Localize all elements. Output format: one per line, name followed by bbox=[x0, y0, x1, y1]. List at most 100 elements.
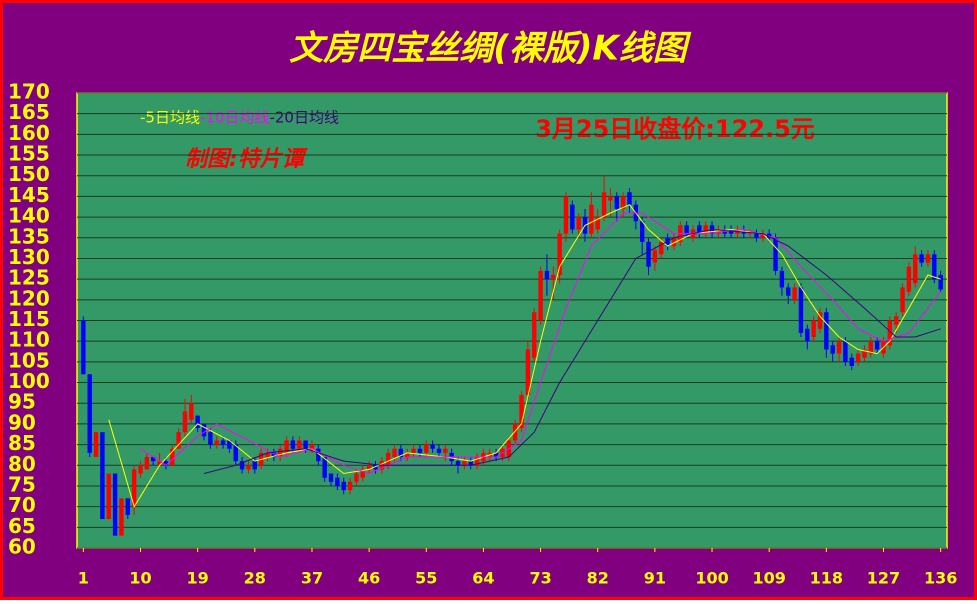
candle-body bbox=[290, 440, 296, 449]
candle-body bbox=[417, 448, 423, 453]
candle-body bbox=[773, 237, 778, 271]
x-tick-label: 46 bbox=[358, 569, 380, 588]
candle-body bbox=[151, 457, 156, 462]
candle-body bbox=[335, 477, 340, 486]
candle-body bbox=[665, 237, 670, 247]
candle-body bbox=[932, 254, 937, 280]
candle-body bbox=[589, 204, 594, 234]
candle-body bbox=[239, 461, 245, 470]
candle-body bbox=[538, 270, 543, 321]
candle-body bbox=[919, 254, 924, 263]
candle-body bbox=[424, 444, 429, 453]
y-tick-label: 65 bbox=[8, 514, 36, 538]
annotation: 3月25日收盘价:122.5元 bbox=[535, 115, 815, 143]
candle-body bbox=[614, 196, 619, 209]
candle-body bbox=[843, 341, 848, 362]
candle-body bbox=[697, 225, 702, 234]
candle-body bbox=[252, 461, 258, 470]
candle-body bbox=[347, 481, 353, 491]
candle-body bbox=[716, 229, 721, 234]
legend-entry: -10日均线 bbox=[200, 109, 270, 127]
candle-body bbox=[703, 225, 708, 234]
candle-body bbox=[474, 457, 480, 466]
x-tick-label: 118 bbox=[810, 569, 843, 588]
x-tick-label: 91 bbox=[644, 569, 666, 588]
candle-body bbox=[893, 316, 899, 325]
candle-body bbox=[405, 452, 410, 457]
chart-title: 文房四宝丝绸(裸版)K线图 bbox=[289, 29, 691, 69]
candle-body bbox=[125, 498, 131, 515]
y-tick-label: 95 bbox=[8, 390, 36, 414]
candle-body bbox=[595, 217, 600, 230]
candle-body bbox=[493, 452, 499, 457]
candle-body bbox=[322, 457, 327, 478]
x-tick-label: 136 bbox=[924, 569, 957, 588]
x-tick-label: 55 bbox=[415, 569, 437, 588]
y-tick-label: 70 bbox=[8, 493, 36, 517]
candle-body bbox=[906, 266, 912, 292]
candle-body bbox=[512, 423, 518, 441]
candle-body bbox=[112, 473, 118, 536]
candle-body bbox=[570, 204, 575, 230]
y-tick-label: 60 bbox=[8, 535, 36, 559]
x-tick-label: 10 bbox=[129, 569, 151, 588]
candle-body bbox=[849, 357, 854, 366]
candle-body bbox=[462, 461, 467, 466]
candle-body bbox=[779, 270, 785, 288]
candle-body bbox=[532, 312, 537, 358]
candle-body bbox=[620, 196, 626, 209]
ma-line bbox=[108, 204, 941, 508]
candle-body bbox=[862, 349, 867, 358]
candle-body bbox=[220, 440, 226, 445]
y-tick-label: 110 bbox=[8, 328, 50, 352]
candle-body bbox=[830, 345, 835, 354]
x-tick-label: 64 bbox=[472, 569, 494, 588]
candle-body bbox=[824, 312, 829, 350]
x-tick-label: 73 bbox=[529, 569, 551, 588]
candle-body bbox=[913, 254, 918, 284]
candle-body bbox=[119, 498, 124, 536]
candle-body bbox=[525, 349, 531, 395]
candle-body bbox=[760, 233, 766, 238]
candle-body bbox=[938, 275, 943, 290]
candle-body bbox=[144, 457, 150, 470]
candle-body bbox=[163, 461, 169, 466]
candle-body bbox=[811, 320, 816, 338]
candle-body bbox=[271, 452, 277, 457]
candle-body bbox=[170, 448, 175, 466]
candle-body bbox=[551, 275, 556, 280]
candle-body bbox=[246, 465, 251, 470]
candle-body bbox=[265, 452, 270, 457]
candle-body bbox=[430, 444, 435, 449]
y-tick-label: 145 bbox=[8, 183, 50, 207]
y-tick-label: 170 bbox=[8, 80, 50, 104]
candle-body bbox=[925, 254, 931, 263]
candle-body bbox=[195, 415, 200, 429]
candle-body bbox=[309, 444, 315, 449]
candle-body bbox=[900, 287, 905, 313]
candle-body bbox=[278, 448, 283, 457]
ma-line bbox=[203, 228, 941, 474]
candle-body bbox=[563, 196, 569, 234]
candle-body bbox=[754, 233, 759, 238]
x-tick-label: 28 bbox=[244, 569, 266, 588]
candle-body bbox=[366, 465, 372, 470]
candle-body bbox=[297, 440, 302, 449]
candle-body bbox=[608, 196, 613, 201]
candle-body bbox=[798, 287, 804, 333]
candle-body bbox=[233, 444, 238, 462]
y-tick-label: 85 bbox=[8, 431, 36, 455]
candle-body bbox=[87, 374, 92, 453]
candle-body bbox=[874, 341, 880, 350]
candle-body bbox=[436, 448, 442, 453]
y-tick-label: 155 bbox=[8, 142, 50, 166]
candle-body bbox=[646, 241, 651, 267]
legend: -5日均线 -10日均线 -20日均线 bbox=[140, 109, 339, 127]
candle-body bbox=[557, 233, 562, 275]
y-tick-label: 130 bbox=[8, 245, 50, 269]
candle-body bbox=[227, 440, 232, 449]
candle-body bbox=[284, 440, 289, 453]
candle-body bbox=[817, 312, 823, 329]
ma-line bbox=[140, 212, 941, 475]
